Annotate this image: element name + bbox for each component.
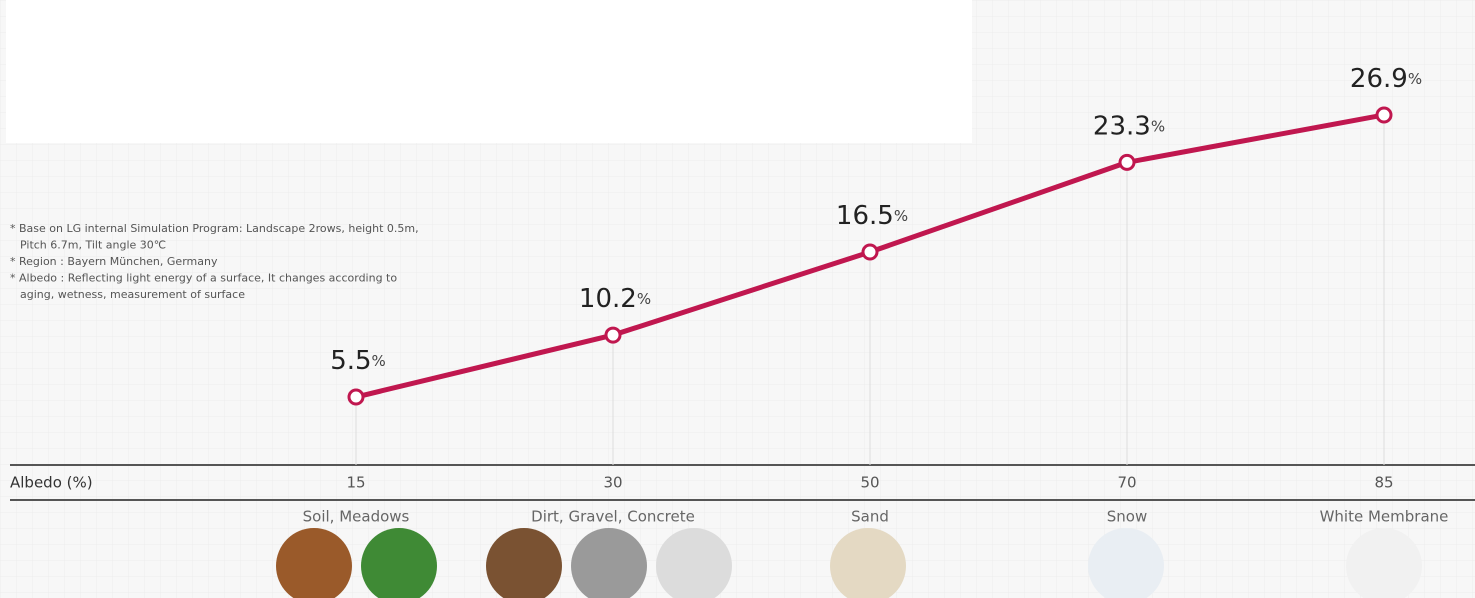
swatch bbox=[1088, 528, 1164, 598]
x-axis-label: Albedo (%) bbox=[10, 474, 93, 492]
material-label: Soil, Meadows bbox=[303, 508, 410, 526]
data-point bbox=[1118, 153, 1136, 171]
swatch bbox=[571, 528, 647, 598]
value-label: 26.9% bbox=[1350, 63, 1422, 93]
data-point bbox=[604, 326, 622, 344]
note: * Albedo : Reflecting light energy of a … bbox=[10, 272, 397, 285]
data-point bbox=[861, 243, 879, 261]
note: * Region : Bayern München, Germany bbox=[10, 255, 218, 268]
swatch bbox=[830, 528, 906, 598]
material-label: Sand bbox=[851, 508, 889, 526]
swatch bbox=[486, 528, 562, 598]
cover-box bbox=[6, 0, 972, 143]
value-label: 10.2% bbox=[579, 284, 651, 314]
x-tick-label: 85 bbox=[1374, 474, 1393, 492]
material-label: White Membrane bbox=[1320, 508, 1449, 526]
value-label: 23.3% bbox=[1093, 111, 1165, 141]
data-point bbox=[1375, 106, 1393, 124]
x-tick-label: 50 bbox=[860, 474, 879, 492]
x-tick-label: 70 bbox=[1117, 474, 1136, 492]
swatch bbox=[656, 528, 732, 598]
swatch bbox=[276, 528, 352, 598]
swatch bbox=[361, 528, 437, 598]
material-label: Dirt, Gravel, Concrete bbox=[531, 508, 695, 526]
x-tick-label: 30 bbox=[603, 474, 622, 492]
material-label: Snow bbox=[1107, 508, 1147, 526]
note: Pitch 6.7m, Tilt angle 30℃ bbox=[20, 239, 166, 252]
value-label: 16.5% bbox=[836, 201, 908, 231]
material-swatches bbox=[276, 528, 1422, 598]
swatch bbox=[1346, 528, 1422, 598]
note: aging, wetness, measurement of surface bbox=[20, 288, 245, 301]
note: * Base on LG internal Simulation Program… bbox=[10, 222, 419, 235]
value-label: 5.5% bbox=[330, 346, 386, 376]
x-tick-label: 15 bbox=[346, 474, 365, 492]
data-point bbox=[347, 388, 365, 406]
